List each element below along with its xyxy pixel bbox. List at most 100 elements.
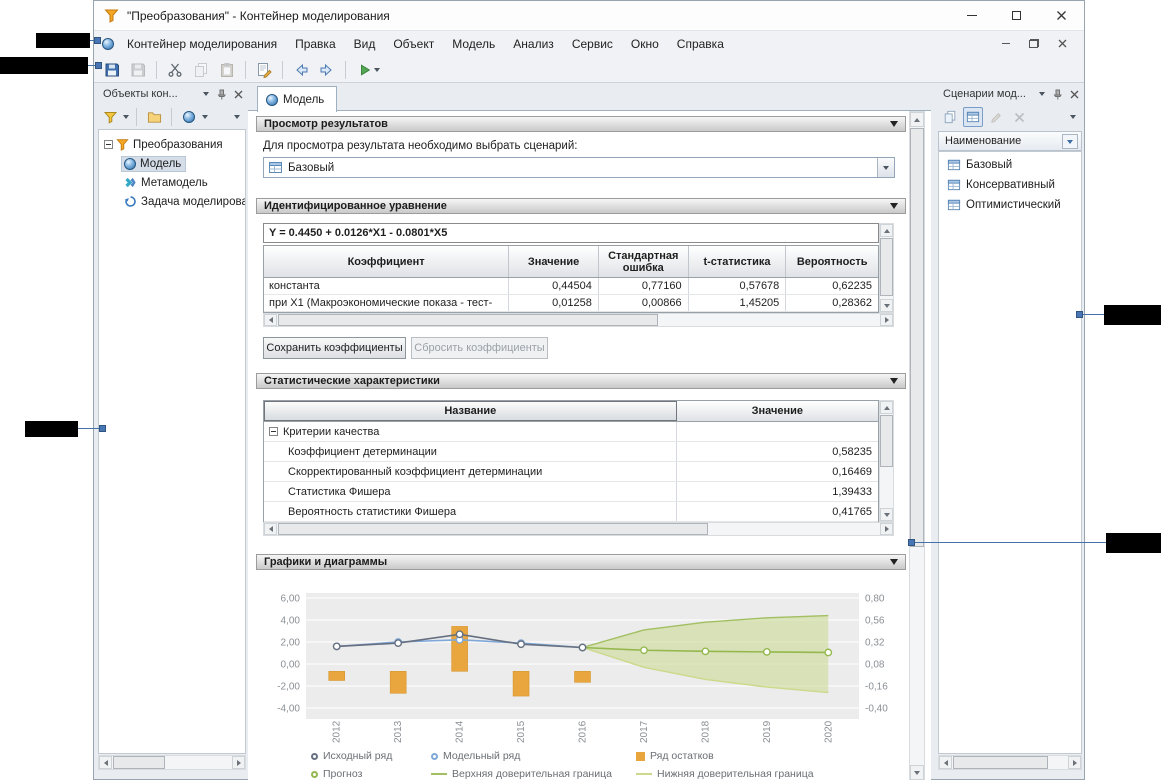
save-button[interactable]: [100, 59, 124, 81]
column-header[interactable]: t-статистика: [689, 246, 787, 277]
panel-menu-icon[interactable]: [1039, 92, 1045, 96]
combobox-dropdown-button[interactable]: [877, 158, 894, 177]
stats-table-hscrollbar[interactable]: [263, 522, 894, 536]
modeling-task-icon: [124, 195, 137, 208]
scenario-item-conservative[interactable]: Консервативный: [939, 175, 1081, 195]
chevron-down-icon: [374, 68, 380, 72]
column-header[interactable]: Стандартная ошибка: [599, 246, 689, 277]
model-icon: [124, 158, 136, 170]
close-icon[interactable]: [1070, 90, 1079, 99]
save-coefficients-button[interactable]: Сохранить коэффициенты: [263, 337, 406, 359]
table-row[interactable]: Статистика Фишера 1,39433: [264, 482, 878, 502]
equation-table-vscrollbar[interactable]: [879, 223, 894, 313]
cell-stderr: 0,00866: [599, 295, 689, 311]
chevron-down-icon[interactable]: [123, 115, 129, 119]
table-row[interactable]: константа 0,44504 0,77160 0,57678 0,6223…: [264, 278, 878, 295]
table-row[interactable]: Вероятность статистики Фишера 0,41765: [264, 502, 878, 522]
save-all-button[interactable]: [126, 59, 150, 81]
toolbar-overflow-icon[interactable]: [1070, 115, 1076, 119]
toolbar-overflow-icon[interactable]: [234, 115, 240, 119]
run-button[interactable]: [352, 59, 386, 81]
new-folder-icon[interactable]: [144, 107, 164, 127]
svg-text:4,00: 4,00: [281, 616, 301, 627]
mdi-close-button[interactable]: [1050, 34, 1074, 53]
menu-help[interactable]: Справка: [668, 33, 733, 55]
stats-table-vscrollbar[interactable]: [879, 400, 894, 522]
tree-item-metamodel[interactable]: Метамодель: [99, 173, 245, 192]
tree-root-transformations[interactable]: Преобразования: [99, 135, 245, 154]
edit-formula-button[interactable]: [252, 59, 276, 81]
objects-tree: Преобразования Модель Метамодель: [98, 129, 246, 754]
funnel-icon: [116, 138, 129, 151]
menu-container[interactable]: Контейнер моделирования: [118, 33, 286, 55]
close-icon[interactable]: [234, 90, 243, 99]
legend-label: Прогноз: [323, 768, 362, 780]
window-maximize-button[interactable]: [994, 1, 1039, 30]
app-menu-icon[interactable]: [102, 38, 114, 50]
table-group-row[interactable]: Критерии качества: [264, 422, 878, 442]
menu-edit[interactable]: Правка: [286, 33, 345, 55]
section-charts-header[interactable]: Графики и диаграммы: [256, 554, 906, 570]
menu-analysis[interactable]: Анализ: [504, 33, 563, 55]
cut-button[interactable]: [163, 59, 187, 81]
mdi-restore-button[interactable]: [1022, 34, 1046, 53]
tree-item-modeling-task[interactable]: Задача моделирован: [99, 192, 245, 211]
table-row[interactable]: при X1 (Макроэкономические показа - тест…: [264, 295, 878, 312]
scenario-item-optimistic[interactable]: Оптимистический: [939, 195, 1081, 215]
scenario-list-icon[interactable]: [963, 107, 983, 127]
section-results-header[interactable]: Просмотр результатов: [256, 116, 906, 132]
main-vscrollbar[interactable]: [909, 111, 925, 780]
filter-icon[interactable]: [100, 107, 120, 127]
table-row[interactable]: Скорректированный коэффициент детерминац…: [264, 462, 878, 482]
section-equation-header[interactable]: Идентифицированное уравнение: [256, 198, 906, 214]
main-vscrollbar-thumb[interactable]: [910, 128, 924, 547]
menu-view[interactable]: Вид: [345, 33, 385, 55]
menu-model[interactable]: Модель: [443, 33, 504, 55]
menu-window[interactable]: Окно: [622, 33, 668, 55]
copy-scenario-icon[interactable]: [940, 107, 960, 127]
scenario-combobox[interactable]: Базовый: [263, 157, 895, 178]
menu-object[interactable]: Объект: [384, 33, 443, 55]
copy-icon: [193, 62, 209, 78]
copy-button[interactable]: [189, 59, 213, 81]
delete-icon[interactable]: [1009, 107, 1029, 127]
scenarios-column-header[interactable]: Наименование: [938, 131, 1082, 151]
new-model-icon[interactable]: [179, 107, 199, 127]
objects-panel-hscrollbar[interactable]: [98, 755, 246, 770]
tab-model[interactable]: Модель: [257, 86, 337, 112]
collapse-expander-icon[interactable]: [269, 427, 278, 436]
chevron-down-icon[interactable]: [202, 115, 208, 119]
edit-pencil-icon[interactable]: [986, 107, 1006, 127]
table-row[interactable]: Коэффициент детерминации 0,58235: [264, 442, 878, 462]
column-header[interactable]: Значение: [677, 401, 878, 421]
scenarios-panel-hscrollbar[interactable]: [938, 755, 1082, 770]
section-stats-header[interactable]: Статистические характеристики: [256, 373, 906, 389]
tree-item-model[interactable]: Модель: [99, 154, 245, 173]
forward-button[interactable]: [315, 59, 339, 81]
annotation-dot: [908, 539, 915, 546]
tree-item-label: Метамодель: [141, 177, 208, 189]
window-close-button[interactable]: [1039, 1, 1084, 30]
pin-icon[interactable]: [216, 89, 227, 100]
legend-label: Исходный ряд: [323, 750, 392, 762]
panel-menu-icon[interactable]: [203, 92, 209, 96]
column-header[interactable]: Коэффициент: [264, 246, 509, 277]
column-header[interactable]: Значение: [509, 246, 599, 277]
svg-text:0,80: 0,80: [865, 594, 885, 605]
paste-button[interactable]: [215, 59, 239, 81]
column-header[interactable]: Вероятность: [786, 246, 878, 277]
equation-table-hscrollbar[interactable]: [263, 313, 894, 327]
column-header[interactable]: Название: [264, 401, 677, 421]
menu-service[interactable]: Сервис: [563, 33, 622, 55]
pin-icon[interactable]: [1052, 89, 1063, 100]
reset-coefficients-button[interactable]: Сбросить коэффициенты: [411, 337, 548, 359]
collapse-expander-icon[interactable]: [104, 140, 113, 149]
column-filter-button[interactable]: [1062, 134, 1078, 149]
forecast-series-marker: [311, 771, 318, 778]
annotation-line: [77, 428, 100, 429]
scenario-item-base[interactable]: Базовый: [939, 155, 1081, 175]
back-button[interactable]: [289, 59, 313, 81]
cell-value: 1,39433: [677, 482, 878, 501]
mdi-minimize-button[interactable]: [994, 34, 1018, 53]
window-minimize-button[interactable]: [949, 1, 994, 30]
